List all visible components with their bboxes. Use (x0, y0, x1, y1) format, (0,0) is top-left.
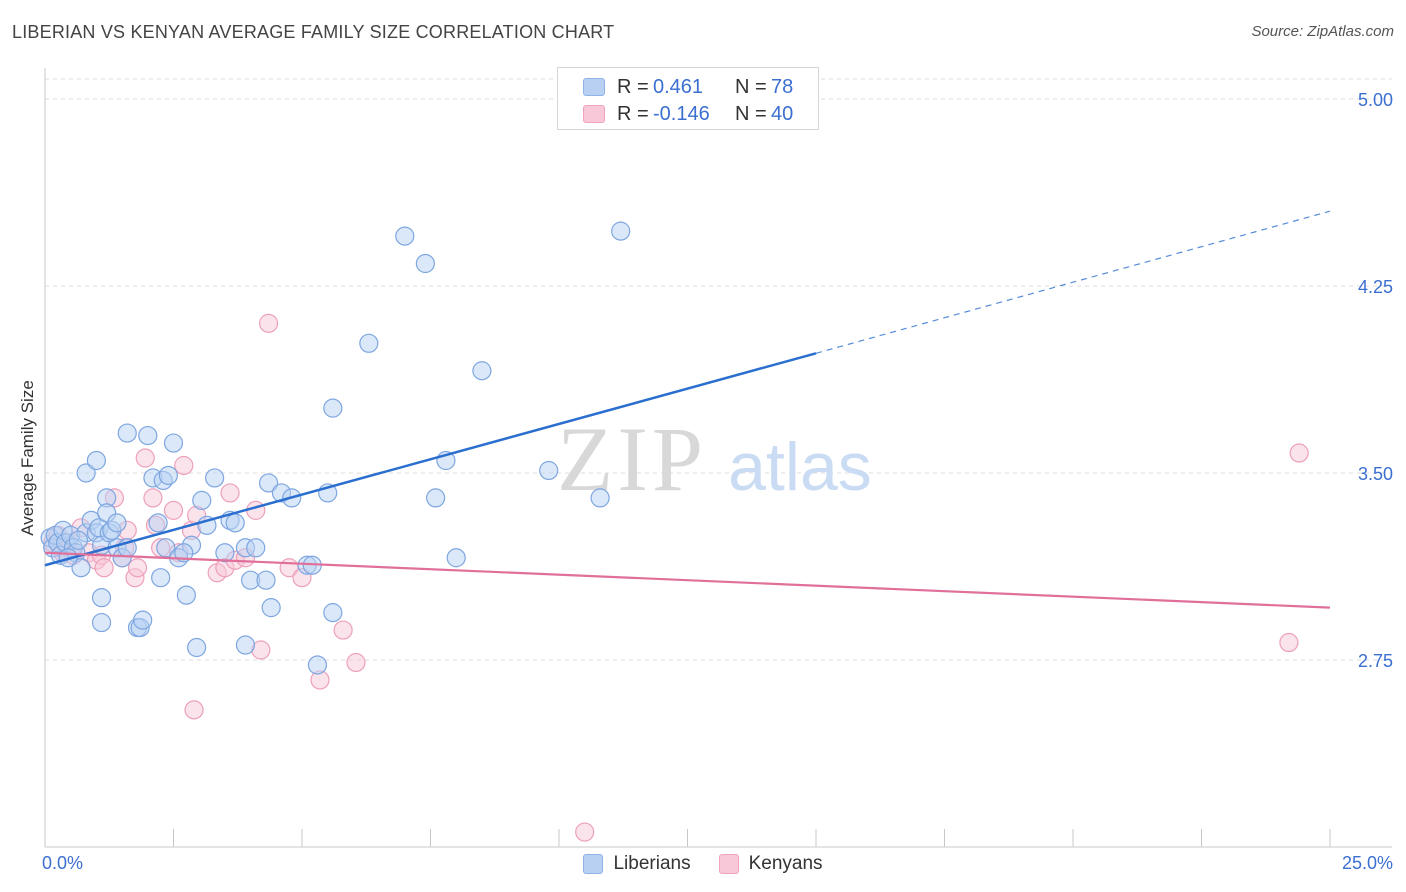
stats-row-kenyans: R = -0.146 N = 40 (558, 101, 793, 127)
r-value: -0.146 (653, 102, 710, 125)
liberians-point (156, 538, 176, 558)
kenyans-point (163, 500, 184, 520)
watermark-zip: ZIP (557, 408, 707, 510)
liberians-point (590, 488, 610, 508)
y-tick-label: 2.75 (1358, 651, 1393, 671)
n-label: N = (735, 102, 767, 125)
liberians-point (76, 463, 96, 483)
kenyans-point (575, 822, 595, 842)
liberians-point (307, 655, 328, 675)
liberians-point (71, 558, 91, 578)
r-label: R = (617, 75, 649, 98)
trend-lines (44, 210, 1331, 609)
kenyans-swatch (583, 105, 605, 123)
liberians-point (215, 543, 235, 563)
kenyans-point (346, 652, 366, 673)
liberians-point (235, 635, 256, 655)
liberians-point (205, 468, 225, 488)
liberians-point (117, 423, 137, 443)
watermark: ZIP atlas (557, 408, 872, 510)
stats-row-liberians: R = 0.461 N = 78 (558, 74, 793, 100)
n-value: 40 (771, 102, 794, 125)
y-tick-label: 3.50 (1358, 464, 1393, 484)
liberians-point (151, 568, 171, 588)
liberians-point (86, 450, 107, 471)
liberians-point (539, 460, 559, 481)
kenyans-point (94, 558, 114, 578)
liberians-point (323, 398, 343, 418)
kenyans-point (174, 455, 194, 476)
liberians-point (68, 530, 89, 550)
liberians-point (133, 610, 153, 630)
watermark-atlas: atlas (728, 429, 872, 505)
liberians-point (611, 221, 631, 241)
liberians-point (148, 513, 168, 533)
kenyans-point (333, 620, 353, 640)
legend-item-liberians[interactable]: Liberians (583, 853, 691, 875)
liberians-swatch (583, 78, 605, 96)
liberians-point (359, 333, 379, 353)
kenyans-point (1289, 443, 1309, 463)
liberians-point (176, 585, 196, 605)
axes: 2.75 3.50 4.25 5.00 0.0% 25.0% (42, 68, 1393, 873)
kenyans-point (1279, 632, 1299, 653)
kenyans-point (135, 448, 155, 468)
legend-item-kenyans[interactable]: Kenyans (718, 853, 823, 875)
liberians-point (174, 543, 194, 563)
r-label: R = (617, 102, 649, 125)
n-label: N = (735, 75, 767, 98)
liberians-point (192, 490, 212, 511)
kenyans-point (220, 483, 240, 503)
liberians-point (225, 513, 245, 533)
kenyans-point (143, 488, 163, 508)
liberians-point (91, 612, 112, 633)
liberians-point (261, 598, 281, 618)
liberians-point (138, 425, 158, 446)
liberians-point (415, 253, 435, 274)
stats-box: R = 0.461 N = 78 R = -0.146 N = 40 (557, 67, 819, 130)
liberians-points (40, 221, 631, 675)
liberians-point (472, 361, 492, 381)
liberians-point (246, 538, 266, 558)
x-tick-label-min: 0.0% (42, 853, 83, 873)
y-tick-label: 5.00 (1358, 90, 1393, 110)
kenyans-trend-line (44, 551, 1331, 609)
x-tick-label-max: 25.0% (1342, 853, 1393, 873)
liberians-trend-extension (815, 210, 1331, 354)
liberians-point (163, 433, 184, 453)
legend-label-liberians: Liberians (613, 853, 691, 874)
legend-swatch-kenyans (718, 854, 739, 874)
legend: Liberians Kenyans (0, 851, 1406, 877)
legend-swatch-liberians (583, 854, 604, 874)
legend-label-kenyans: Kenyans (748, 853, 823, 874)
kenyans-point (258, 313, 279, 333)
liberians-point (91, 588, 112, 608)
liberians-point (446, 548, 466, 568)
n-value: 78 (771, 75, 794, 98)
liberians-point (187, 637, 207, 658)
liberians-point (107, 513, 127, 533)
kenyans-point (127, 558, 148, 578)
liberians-point (258, 473, 279, 493)
liberians-point (158, 465, 178, 486)
source-label: Source: ZipAtlas.com (1251, 23, 1394, 40)
liberians-point (323, 603, 343, 623)
kenyans-point (184, 700, 204, 720)
liberians-trend-line (44, 352, 817, 567)
kenyans-points (43, 313, 1309, 842)
kenyans-point (246, 500, 266, 520)
liberians-point (256, 570, 276, 590)
r-value: 0.461 (653, 75, 704, 98)
y-tick-label: 4.25 (1358, 277, 1393, 297)
liberians-point (395, 226, 415, 246)
y-axis-label: Average Family Size (18, 380, 37, 536)
chart-title: LIBERIAN VS KENYAN AVERAGE FAMILY SIZE C… (12, 22, 615, 42)
liberians-point (426, 488, 446, 508)
